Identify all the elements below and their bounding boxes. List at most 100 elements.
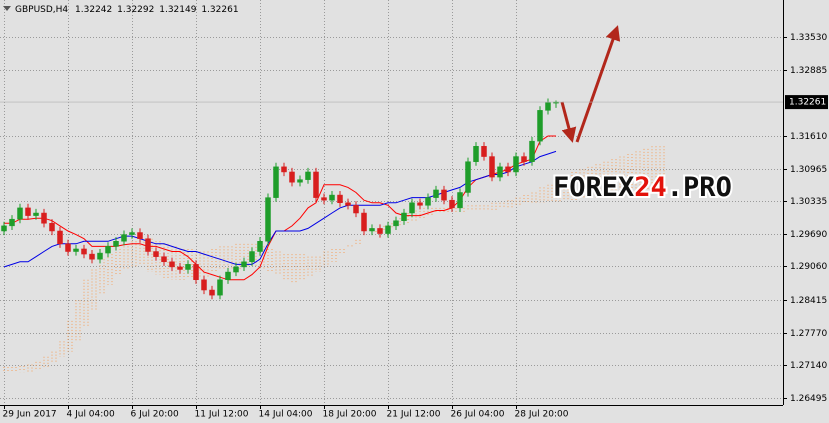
x-tick-label: 6 Jul 20:00 — [131, 410, 180, 420]
x-tick-label: 18 Jul 20:00 — [323, 410, 377, 420]
candle-body — [209, 289, 215, 296]
candle-body — [545, 102, 551, 111]
watermark-part: 24 — [634, 172, 667, 203]
candle-body — [177, 266, 183, 270]
candle-body — [345, 202, 351, 206]
candle-body — [201, 279, 207, 291]
candle-body — [153, 251, 159, 257]
candle-body — [305, 171, 311, 180]
candle-body — [105, 246, 111, 254]
candle-body — [521, 156, 527, 162]
candle-body — [433, 189, 439, 198]
candle-body — [529, 140, 535, 162]
candle-body — [441, 189, 447, 201]
candle-body — [321, 197, 327, 201]
candle-body — [417, 202, 423, 206]
candle-body — [81, 248, 87, 255]
candle-body — [233, 266, 239, 273]
candle-body — [9, 218, 15, 227]
candle-body — [225, 271, 231, 281]
candle-body — [249, 251, 255, 263]
price-label: 1.32261 — [789, 98, 826, 108]
price-box — [785, 95, 828, 110]
header-open: 1.32242 — [75, 5, 112, 15]
candle-body — [1, 225, 7, 232]
candle-body — [169, 261, 175, 268]
candle-body — [49, 223, 55, 232]
candle-body — [313, 171, 319, 198]
candle-body — [33, 212, 39, 216]
y-tick-label: 1.27770 — [790, 329, 827, 339]
candle-body — [361, 212, 367, 232]
y-tick-label: 1.32885 — [790, 66, 827, 76]
candle-body — [273, 166, 279, 198]
candle-body — [185, 264, 191, 270]
candle-body — [25, 207, 31, 216]
candle-body — [161, 256, 167, 263]
candle-body — [137, 232, 143, 239]
candle-body — [537, 110, 543, 142]
candle-body — [73, 248, 79, 252]
y-tick-label: 1.28415 — [790, 296, 827, 306]
x-tick-label: 29 Jun 2017 — [3, 410, 57, 420]
x-tick-label: 14 Jul 04:00 — [259, 410, 313, 420]
candle-body — [401, 212, 407, 221]
y-tick-label: 1.33530 — [790, 33, 827, 43]
candle-body — [473, 146, 479, 162]
candle-body — [145, 238, 151, 252]
y-tick-label: 1.30965 — [790, 165, 827, 175]
candle-body — [377, 228, 383, 234]
y-tick-label: 1.27140 — [790, 361, 827, 371]
candle-body — [121, 234, 127, 242]
candle-body — [113, 241, 119, 247]
watermark: FOREX24.PRO — [553, 172, 732, 203]
candle-body — [289, 171, 295, 183]
y-tick-label: 1.30335 — [790, 197, 827, 207]
header-low: 1.32149 — [159, 5, 196, 15]
candle-body — [65, 243, 71, 252]
candle-body — [393, 220, 399, 227]
candle-body — [457, 192, 463, 209]
candle-body — [57, 230, 63, 245]
candle-body — [329, 194, 335, 201]
x-tick-label: 26 Jul 04:00 — [451, 410, 505, 420]
symbol: GBPUSD,H4 — [15, 5, 68, 15]
candle-body — [89, 253, 95, 260]
candle-body — [257, 241, 263, 252]
candle-body — [41, 212, 47, 224]
candle-body — [241, 261, 247, 268]
candle-body — [193, 264, 199, 281]
candle-body — [129, 232, 135, 235]
candle-body — [489, 156, 495, 178]
arrow-up — [575, 25, 621, 143]
y-tick-label: 1.31610 — [790, 132, 827, 142]
candle-body — [385, 225, 391, 234]
candle-body — [217, 279, 223, 296]
candle-body — [409, 202, 415, 214]
arrows — [560, 25, 621, 143]
header: GBPUSD,H4 1.32242 1.32292 1.32149 1.3226… — [15, 5, 239, 15]
candle-body — [481, 146, 487, 157]
x-tick-label: 4 Jul 04:00 — [67, 410, 116, 420]
header-high: 1.32292 — [117, 5, 154, 15]
header-close: 1.32261 — [201, 5, 238, 15]
candle-body — [297, 179, 303, 183]
x-tick-label: 21 Jul 12:00 — [387, 410, 441, 420]
candle-body — [465, 161, 471, 193]
y-tick-label: 1.26495 — [790, 394, 827, 404]
candle-body — [265, 197, 271, 242]
candle-body — [281, 166, 287, 173]
y-tick-label: 1.29060 — [790, 262, 827, 272]
y-tick-label: 1.29690 — [790, 230, 827, 240]
candle-body — [97, 252, 103, 260]
candle-body — [17, 207, 23, 220]
candle-body — [337, 194, 343, 204]
watermark-part: FOREX — [553, 172, 634, 203]
candle-body — [513, 156, 519, 173]
arrow-down — [560, 101, 577, 143]
candle-body — [353, 205, 359, 214]
candle-body — [425, 197, 431, 206]
candle-body — [449, 199, 455, 209]
candle-body — [505, 166, 511, 173]
